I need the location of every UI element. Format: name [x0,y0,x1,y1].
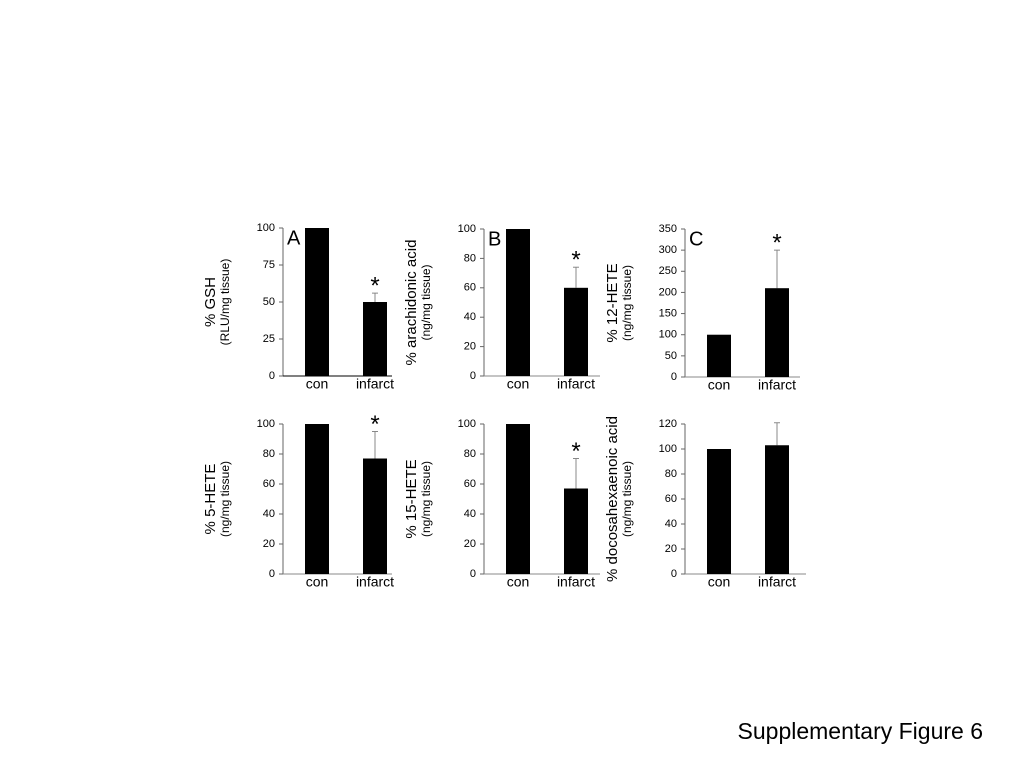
y-tick-label: 50 [263,296,275,308]
y-tick-label: 25 [263,333,275,345]
x-tick-label: infarct [758,377,796,393]
x-tick-label: con [306,376,329,392]
panel-label: C [689,228,703,250]
y-tick-label: 50 [665,350,677,362]
y-tick-label: 300 [659,244,677,256]
y-axis-label: % 15-HETE [403,459,420,538]
y-axis-sublabel: (ng/mg tissue) [620,461,634,537]
bar [707,449,731,574]
bar [765,445,789,574]
x-tick-label: con [708,574,731,590]
y-tick-label: 0 [671,371,677,383]
significance-marker: * [772,229,781,256]
y-tick-label: 60 [464,282,476,294]
x-tick-label: infarct [758,574,796,590]
significance-marker: * [370,272,379,299]
y-tick-label: 80 [263,448,275,460]
y-tick-label: 150 [659,307,677,319]
y-axis-sublabel: (ng/mg tissue) [620,265,634,341]
y-tick-label: 60 [263,478,275,490]
y-tick-label: 80 [464,252,476,264]
x-tick-label: con [507,376,530,392]
y-axis-label: % 12-HETE [604,263,621,342]
x-tick-label: infarct [557,574,595,590]
bar [707,334,731,377]
y-tick-label: 250 [659,265,677,277]
y-tick-label: 100 [458,223,476,235]
significance-marker: * [571,247,580,274]
y-tick-label: 0 [671,568,677,580]
x-tick-label: infarct [356,376,394,392]
y-tick-label: 40 [665,518,677,530]
y-axis-sublabel: (RLU/mg tissue) [218,259,232,346]
bar [564,287,588,376]
y-tick-label: 0 [269,370,275,382]
y-tick-label: 20 [263,538,275,550]
bar [363,302,387,376]
bar [305,228,329,376]
y-tick-label: 350 [659,223,677,235]
y-tick-label: 100 [257,222,275,234]
bar [506,424,530,574]
y-tick-label: 20 [665,543,677,555]
y-axis-label: % GSH [202,277,219,327]
y-tick-label: 40 [263,508,275,520]
y-tick-label: 120 [659,418,677,430]
bar [564,488,588,574]
panel-label: A [287,227,301,249]
y-axis-label: % docosahexaenoic acid [604,416,621,582]
y-tick-label: 200 [659,286,677,298]
x-tick-label: con [507,574,530,590]
y-tick-label: 60 [464,478,476,490]
y-axis-sublabel: (ng/mg tissue) [419,264,433,340]
bar [506,229,530,376]
bar [363,458,387,574]
x-tick-label: con [708,377,731,393]
y-tick-label: 100 [257,418,275,430]
x-tick-label: infarct [356,574,394,590]
panel-label: B [488,228,501,250]
y-tick-label: 80 [464,448,476,460]
y-tick-label: 100 [458,418,476,430]
significance-marker: * [370,411,379,438]
y-tick-label: 0 [470,568,476,580]
significance-marker: * [571,438,580,465]
y-tick-label: 0 [470,370,476,382]
y-tick-label: 40 [464,508,476,520]
figure-title: Supplementary Figure 6 [738,718,983,744]
y-tick-label: 75 [263,259,275,271]
y-tick-label: 20 [464,538,476,550]
y-tick-label: 20 [464,341,476,353]
bar [765,288,789,377]
x-tick-label: con [306,574,329,590]
y-tick-label: 100 [659,443,677,455]
y-axis-label: % 5-HETE [202,464,219,535]
bar [305,424,329,574]
y-tick-label: 80 [665,468,677,480]
x-tick-label: infarct [557,376,595,392]
y-axis-sublabel: (ng/mg tissue) [419,461,433,537]
y-axis-sublabel: (ng/mg tissue) [218,461,232,537]
y-tick-label: 0 [269,568,275,580]
y-tick-label: 60 [665,493,677,505]
y-axis-label: % arachidonic acid [403,240,420,366]
y-tick-label: 100 [659,329,677,341]
y-tick-label: 40 [464,311,476,323]
